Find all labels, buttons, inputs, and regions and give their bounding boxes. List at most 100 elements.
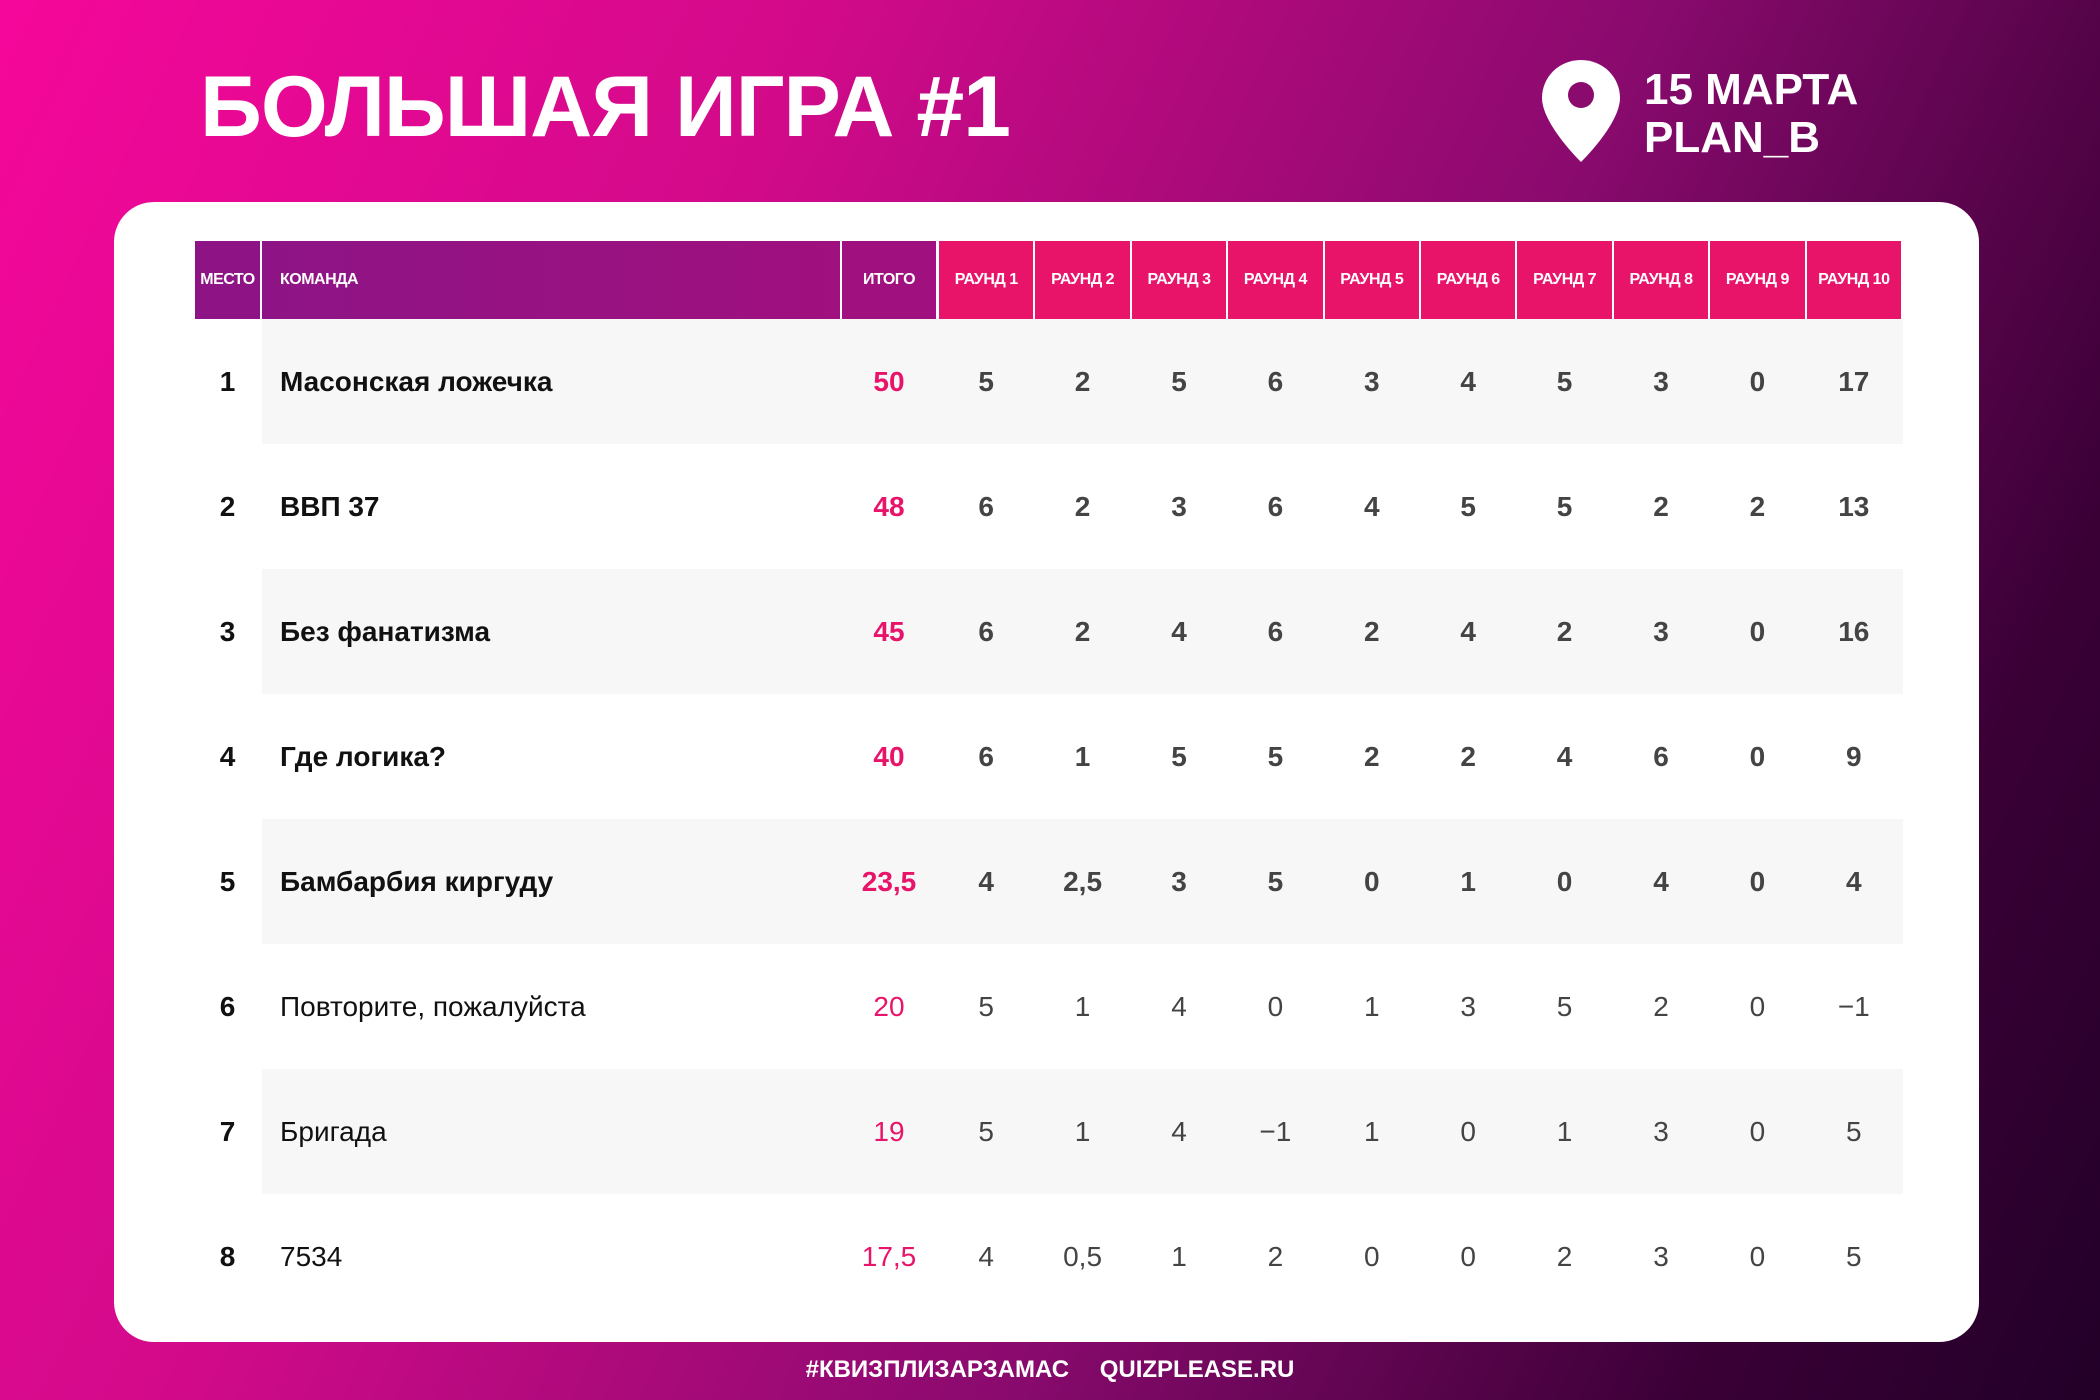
round-score: 6 [978, 615, 994, 647]
column-header: РАУНД 6 [1421, 241, 1516, 319]
round-score: 6 [978, 490, 994, 522]
row-background [262, 1069, 1903, 1194]
round-score: 4 [1460, 365, 1476, 397]
round-score: 2 [1074, 615, 1091, 647]
column-header: РАУНД 5 [1324, 241, 1419, 319]
footer: #КВИЗПЛИЗАРЗАМАС QUIZPLEASE.RU [0, 1356, 2100, 1384]
round-score: 3 [1653, 1115, 1669, 1147]
round-score: 5 [978, 990, 994, 1022]
round-score: 4 [1460, 615, 1476, 647]
round-score: 0 [1749, 1115, 1766, 1147]
round-score: 4 [1846, 865, 1862, 897]
team-name: Где логика? [280, 740, 447, 772]
round-score: 4 [978, 865, 994, 897]
round-score: 5 [1460, 490, 1476, 522]
total-score: 20 [873, 990, 905, 1022]
round-score: −1 [1837, 990, 1870, 1022]
round-score: 16 [1838, 615, 1870, 647]
hashtag: #КВИЗПЛИЗАРЗАМАС [805, 1356, 1070, 1383]
round-score: 6 [978, 740, 994, 772]
round-score: 2 [1556, 1240, 1573, 1272]
round-score: 6 [1267, 490, 1284, 522]
round-score: 4 [1556, 740, 1573, 772]
round-score: 5 [1846, 1240, 1862, 1272]
round-score: 0 [1749, 615, 1766, 647]
place: 4 [219, 740, 236, 772]
round-score: 3 [1653, 365, 1669, 397]
total-score: 23,5 [861, 865, 917, 897]
row-background [262, 569, 1903, 694]
round-score: 2 [1749, 490, 1766, 522]
round-score: 5 [1556, 490, 1573, 522]
event-info: 15 МАРТА PLAN_B [1644, 66, 1858, 162]
round-score: 0 [1556, 865, 1573, 897]
round-score: 4 [978, 1240, 994, 1272]
round-score: 0 [1749, 365, 1766, 397]
row-background [262, 319, 1903, 444]
round-score: 2 [1556, 615, 1573, 647]
round-score: 1 [1074, 1115, 1091, 1147]
round-score: 13 [1838, 490, 1870, 522]
round-score: 2 [1653, 490, 1669, 522]
round-score: 5 [1267, 865, 1284, 897]
round-score: 3 [1171, 490, 1187, 522]
column-header: ИТОГО [842, 241, 936, 319]
round-score: 5 [1556, 365, 1573, 397]
round-score: 5 [1171, 740, 1187, 772]
round-score: 0 [1749, 740, 1766, 772]
column-header: РАУНД 1 [939, 241, 1034, 319]
round-score: 3 [1653, 615, 1669, 647]
team-name: 7534 [280, 1240, 343, 1272]
round-score: 5 [978, 365, 994, 397]
place: 1 [219, 365, 236, 397]
row-background [262, 819, 1903, 944]
round-score: 3 [1653, 1240, 1669, 1272]
round-score: 4 [1364, 490, 1380, 522]
round-score: 6 [1267, 615, 1284, 647]
round-score: 0 [1460, 1115, 1476, 1147]
round-score: 2 [1364, 740, 1380, 772]
round-score: 0 [1267, 990, 1284, 1022]
round-score: 2 [1364, 615, 1380, 647]
total-score: 48 [873, 490, 905, 522]
round-score: 2 [1267, 1240, 1284, 1272]
round-score: 0 [1364, 865, 1380, 897]
round-score: 6 [1267, 365, 1284, 397]
total-score: 45 [873, 615, 905, 647]
round-score: 0 [1749, 1240, 1766, 1272]
round-score: 2 [1460, 740, 1476, 772]
column-header: РАУНД 10 [1806, 241, 1901, 319]
round-score: 0 [1749, 865, 1766, 897]
place: 2 [219, 490, 236, 522]
column-header: РАУНД 8 [1613, 241, 1709, 319]
round-score: 1 [1074, 740, 1091, 772]
team-name: ВВП 37 [280, 490, 380, 522]
round-score: 1 [1364, 990, 1380, 1022]
round-score: 0 [1364, 1240, 1380, 1272]
column-header: РАУНД 2 [1035, 241, 1130, 319]
column-header: МЕСТО [195, 241, 260, 319]
round-score: 2 [1074, 365, 1091, 397]
round-score: 1 [1364, 1115, 1380, 1147]
round-score: 4 [1171, 1115, 1187, 1147]
round-score: 5 [1171, 365, 1187, 397]
round-score: 2,5 [1063, 865, 1103, 897]
round-score: 3 [1460, 990, 1476, 1022]
site: QUIZPLEASE.RU [1099, 1356, 1295, 1383]
round-score: 1 [1171, 1240, 1187, 1272]
round-score: 6 [1653, 740, 1669, 772]
location-pin [1542, 60, 1620, 162]
team-name: Повторите, пожалуйста [280, 990, 586, 1022]
round-score: −1 [1259, 1115, 1292, 1147]
round-score: 5 [1846, 1115, 1862, 1147]
column-header: РАУНД 9 [1710, 241, 1805, 319]
round-score: 1 [1460, 865, 1476, 897]
venue: PLAN_B [1644, 113, 1821, 162]
round-score: 5 [1556, 990, 1573, 1022]
place: 7 [219, 1115, 236, 1147]
place: 8 [219, 1240, 236, 1272]
round-score: 9 [1846, 740, 1862, 772]
column-header: КОМАНДА [262, 241, 840, 319]
round-score: 1 [1556, 1115, 1573, 1147]
